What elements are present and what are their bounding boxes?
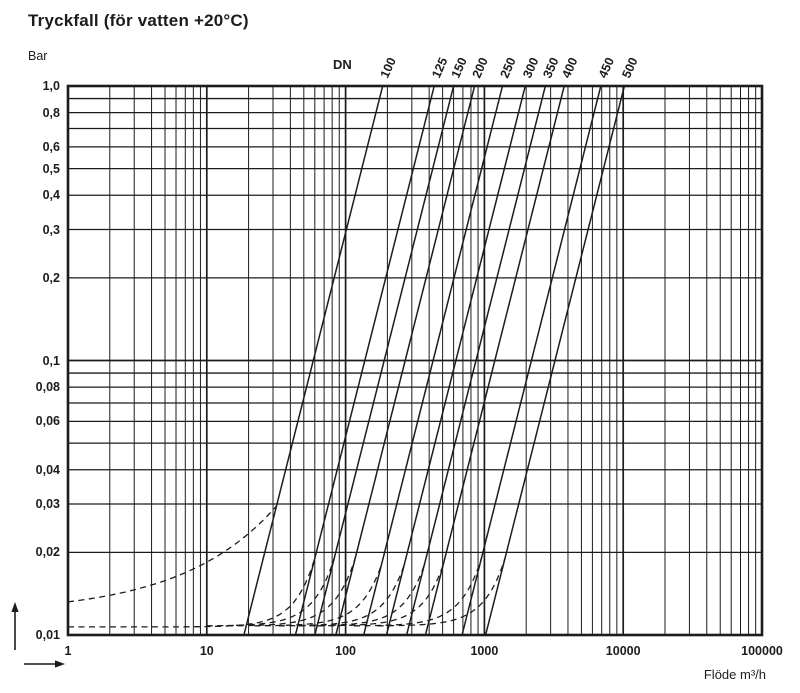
- y-tick-label-0,06: 0,06: [35, 414, 60, 429]
- dn-label-250: 250: [497, 55, 518, 80]
- x-axis-right-arrowhead-icon: [55, 660, 65, 668]
- axis-direction-arrows: [11, 602, 65, 668]
- y-tick-label-0,02: 0,02: [35, 545, 60, 560]
- dn-label-450: 450: [596, 55, 617, 80]
- dn-line-450: [461, 86, 602, 635]
- dn-label-200: 200: [470, 55, 491, 80]
- dn-line-250: [362, 86, 504, 635]
- dn-label-350: 350: [540, 55, 561, 80]
- dn-dashed-curve-125: [68, 558, 316, 628]
- y-tick-label-0,08: 0,08: [35, 380, 60, 395]
- y-axis-up-arrowhead-icon: [11, 602, 19, 612]
- y-tick-label-1,0: 1,0: [42, 79, 60, 93]
- y-tick-label-0,8: 0,8: [42, 105, 60, 120]
- dn-line-150: [314, 86, 455, 635]
- x-tick-label-1: 1: [64, 644, 72, 658]
- dn-line-200: [335, 86, 476, 635]
- dn-label-400: 400: [559, 55, 580, 80]
- y-axis-unit-label: Bar: [28, 49, 48, 63]
- dn-line-500: [484, 86, 626, 635]
- dn-label-100: 100: [378, 55, 399, 80]
- y-tick-label-0,01: 0,01: [35, 628, 60, 642]
- dn-line-100: [243, 86, 384, 635]
- dn-dashed-curve-500: [377, 558, 506, 627]
- dn-dashed-curve-350: [298, 564, 425, 627]
- x-tick-label-100000: 100000: [741, 644, 783, 658]
- y-tick-label-0,3: 0,3: [42, 222, 60, 237]
- x-tick-label-10: 10: [199, 644, 214, 658]
- y-tick-label-0,4: 0,4: [42, 188, 60, 203]
- dn-series-header-label: DN: [333, 57, 352, 72]
- dn-dashed-curve-200: [227, 558, 356, 627]
- dn-line-300: [385, 86, 526, 635]
- dn-dashed-curve-100: [68, 505, 277, 603]
- chart-title: Tryckfall (för vatten +20°C): [28, 11, 249, 30]
- y-tick-label-0,1: 0,1: [42, 353, 60, 368]
- dn-dashed-curve-400: [317, 564, 444, 627]
- grid-lines: [67, 85, 763, 636]
- dn-label-150: 150: [449, 55, 470, 80]
- dn-label-125: 125: [429, 55, 450, 80]
- dn-dashed-curve-450: [354, 558, 483, 627]
- x-tick-label-10000: 10000: [605, 644, 641, 658]
- plot-border: [66, 84, 764, 637]
- dn-dashed-curve-300: [278, 564, 405, 627]
- dn-line-350: [405, 86, 547, 635]
- dn-label-500: 500: [619, 55, 640, 80]
- x-axis-title: Flöde m³/h: [703, 667, 766, 682]
- dn-line-400: [424, 86, 565, 635]
- dn-dashed-curve-250: [254, 564, 383, 627]
- dn-series-lines: [68, 86, 626, 635]
- y-tick-label-0,03: 0,03: [35, 497, 60, 512]
- y-tick-label-0,04: 0,04: [35, 462, 60, 477]
- x-tick-label-100: 100: [335, 644, 357, 658]
- x-tick-label-1000: 1000: [470, 644, 499, 658]
- y-tick-label-0,2: 0,2: [42, 270, 60, 285]
- y-tick-label-0,6: 0,6: [42, 139, 60, 154]
- dn-line-125: [294, 86, 435, 635]
- dn-label-300: 300: [520, 55, 541, 80]
- y-tick-label-0,5: 0,5: [42, 161, 60, 176]
